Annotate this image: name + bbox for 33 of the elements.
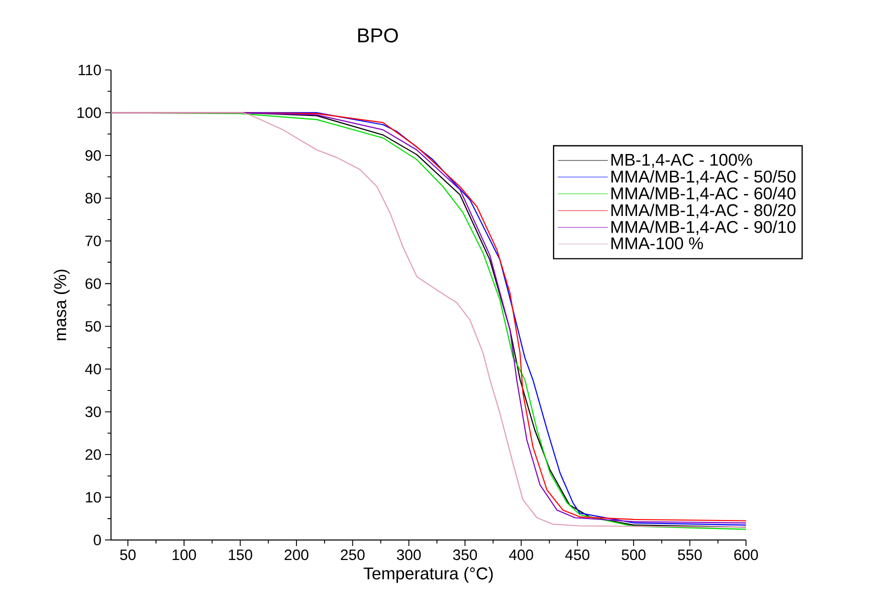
x-tick-label: 200 [284,550,308,560]
x-tick-label: 450 [565,550,590,560]
y-tick-label: 50 [85,321,101,332]
y-tick-label: 110 [78,64,101,76]
legend-label: MMA/MB-1,4-AC - 60/40 [611,186,796,202]
legend-label: MMA/MB-1,4-AC - 50/50 [611,170,796,185]
y-tick-label: 10 [86,492,101,503]
y-tick-label: 100 [78,107,101,118]
x-tick-label: 100 [172,550,196,560]
legend-label: MMA/MB-1,4-AC - 80/20 [611,204,796,218]
x-tick-label: 250 [340,550,365,560]
legend-label: MMA-100 % [611,237,703,250]
y-tick-label: 60 [86,278,101,289]
x-tick-label: 150 [228,550,252,560]
y-tick-label: 90 [86,150,101,161]
x-tick-label: 600 [734,550,758,560]
chart-title: BPO [358,28,398,42]
legend-label: MB-1,4-AC - 100% [611,154,752,168]
x-tick-label: 350 [453,550,477,560]
y-tick-label: 80 [85,192,101,204]
legend-label: MMA/MB-1,4-AC - 90/10 [611,220,796,236]
x-axis-title: Temperatura (°C) [364,566,493,583]
x-tick-label: 500 [622,550,646,560]
y-tick-label: 40 [85,364,101,374]
y-tick-label: 0 [94,534,101,546]
y-tick-label: 70 [86,236,101,246]
y-tick-label: 20 [86,449,101,460]
x-tick-label: 550 [678,550,702,560]
y-tick-label: 30 [85,406,101,418]
x-tick-label: 50 [120,550,136,560]
x-tick-label: 300 [396,550,421,560]
x-tick-label: 400 [509,550,534,560]
y-axis-title: masa (%) [54,270,70,340]
